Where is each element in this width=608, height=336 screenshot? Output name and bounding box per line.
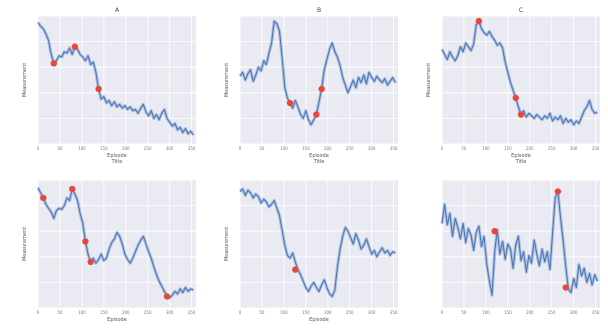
x-tick-label: 350 [592,146,600,151]
x-tick-label: 300 [368,146,376,151]
plot-area [38,180,196,308]
x-tick-label: 350 [188,146,196,151]
x-tick-label: 250 [346,146,354,151]
event-marker [50,60,57,67]
x-tick-label: 150 [504,310,512,315]
event-marker [562,284,569,291]
x-tick-label: 0 [37,310,40,315]
x-tick-label: 100 [280,310,288,315]
x-tick-label: 0 [239,310,242,315]
panel-title: C [519,7,523,14]
series-line [239,188,396,298]
x-tick-label: 100 [78,310,86,315]
x-tick-label: 350 [188,310,196,315]
x-tick-label: 100 [78,146,86,151]
x-tick-label: 250 [144,146,152,151]
chart-panel-4: 0 50 100 150 200 250 300 350 Episode Measurement [22,179,196,323]
event-marker [69,185,76,193]
event-marker [40,194,47,202]
panel-title: A [115,7,120,14]
event-marker [95,85,102,93]
event-marker [286,99,294,107]
event-marker [71,43,79,50]
x-tick-label: 300 [570,310,578,315]
x-tick-label: 50 [461,310,467,315]
plot-area [442,16,600,144]
event-marker [82,238,89,245]
x-axis-label: Episode [309,317,329,323]
x-tick-label: 150 [302,310,310,315]
x-tick-label: 200 [526,146,534,151]
x-axis-label: Title [111,159,123,165]
x-tick-label: 200 [122,310,130,315]
x-tick-label: 50 [461,146,467,151]
x-tick-label: 300 [570,146,578,151]
x-axis-label: Episode [511,153,531,159]
x-tick-label: 200 [324,146,332,151]
x-tick-label: 50 [57,310,63,315]
x-tick-label: 200 [122,146,130,151]
x-tick-label: 350 [390,146,398,151]
x-tick-label: 0 [37,146,40,151]
x-tick-label: 250 [548,310,556,315]
x-tick-label: 150 [504,146,512,151]
event-marker [554,188,562,195]
x-tick-label: 100 [482,146,490,151]
series-line [37,22,194,136]
event-marker [163,293,171,300]
x-tick-label: 300 [166,146,174,151]
series-line [441,20,598,126]
x-tick-label: 350 [390,310,398,315]
x-axis-label: Episode [107,153,127,159]
x-tick-label: 0 [239,146,242,151]
x-tick-label: 50 [259,146,265,151]
x-axis-label: Episode [107,317,127,323]
x-tick-label: 150 [100,310,108,315]
panel-title: B [317,7,321,14]
event-marker [491,228,498,235]
x-tick-label: 250 [144,310,152,315]
y-axis-label: Measurement [22,63,28,97]
x-tick-label: 200 [324,310,332,315]
x-tick-label: 350 [592,310,600,315]
x-tick-label: 50 [57,146,63,151]
event-marker [313,111,320,118]
event-marker [475,17,483,25]
event-marker [87,258,94,266]
event-marker [512,94,519,102]
series-line [239,20,396,126]
x-axis-label: Episode [309,153,329,159]
y-axis-label: Measurement [224,63,230,97]
x-tick-label: 50 [259,310,265,315]
x-tick-label: 200 [526,310,534,315]
x-tick-label: 300 [368,310,376,315]
y-axis-label: Measurement [224,227,230,261]
x-tick-label: 0 [441,146,444,151]
x-tick-label: 150 [302,146,310,151]
x-tick-label: 100 [280,146,288,151]
x-tick-label: 250 [346,310,354,315]
x-axis-label: Title [313,159,325,165]
x-tick-label: 150 [100,146,108,151]
chart-panel-6: 0 50 100 150 200 250 300 350 [440,179,600,315]
chart-panel-5: 0 50 100 150 200 250 300 350 Episode Measurement [224,179,398,323]
event-marker [292,266,299,273]
x-axis-label: Title [515,159,527,165]
y-axis-label: Measurement [22,227,28,261]
series-line [441,190,598,296]
x-tick-label: 0 [441,310,444,315]
x-tick-label: 300 [166,310,174,315]
y-axis-label: Measurement [426,63,432,97]
event-marker [318,85,325,93]
event-marker [517,111,525,118]
x-tick-label: 250 [548,146,556,151]
x-tick-label: 100 [482,310,490,315]
